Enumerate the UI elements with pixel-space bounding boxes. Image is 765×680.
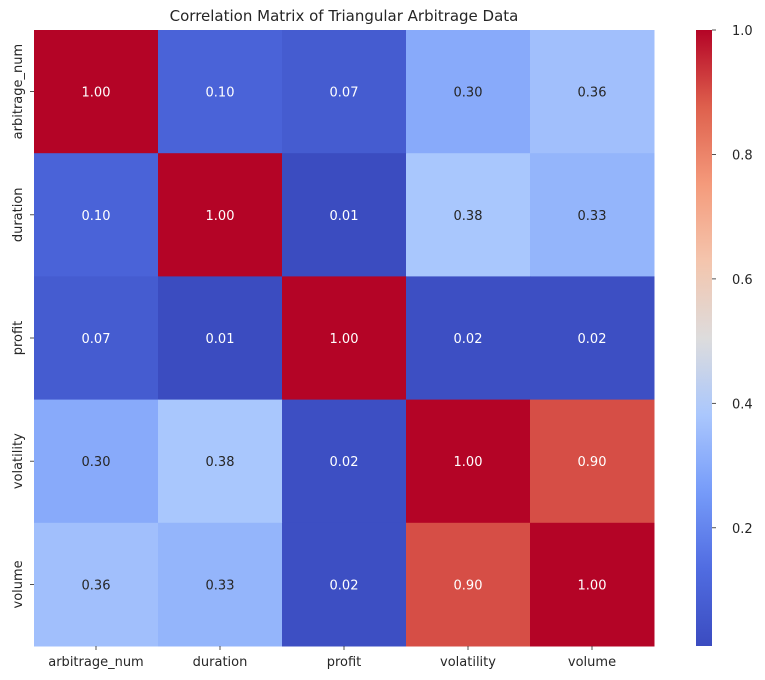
cell-value-label: 0.30 [82,455,111,470]
cell-value-label: 0.02 [330,455,359,470]
heatmap-cell [530,522,655,647]
cell-value-label: 0.38 [454,209,483,224]
heatmap-cell [406,522,531,647]
cell-value-label: 0.02 [330,578,359,593]
y-tick-label: volatility [11,433,26,489]
cell-value-label: 0.38 [206,455,235,470]
heatmap-cell [34,522,159,647]
heatmap-cell [34,399,159,524]
cell-value-label: 0.02 [578,332,607,347]
heatmap-cell [530,30,655,154]
cell-value-label: 1.00 [578,578,607,593]
heatmap-cell [530,153,655,277]
x-tick-label: duration [193,655,248,670]
heatmap-cell [282,153,407,277]
x-tick-label: profit [327,655,362,670]
cell-value-label: 0.01 [206,332,235,347]
heatmap-cell [158,153,283,277]
y-tick-label: arbitrage_num [11,44,26,139]
heatmap-cell [34,276,159,401]
cell-value-label: 0.10 [82,209,111,224]
y-tick-labels: arbitrage_num duration profit volatility vol… [11,44,34,608]
heatmap-cell [158,399,283,524]
cell-value-label: 1.00 [206,209,235,224]
cell-value-label: 0.30 [454,86,483,101]
colorbar-tick-label: 0.6 [732,273,753,288]
cell-value-label: 1.00 [330,332,359,347]
colorbar-tick-label: 0.8 [732,148,753,163]
x-tick-label: volume [568,655,616,670]
cell-value-label: 1.00 [454,455,483,470]
heatmap-cell [282,522,407,647]
cell-value-label: 0.02 [454,332,483,347]
heatmap-cell [282,399,407,524]
heatmap-cell [406,399,531,524]
heatmap-cell [158,30,283,154]
heatmap-cell [34,153,159,277]
y-tick-label: volume [11,560,26,608]
cell-value-label: 0.01 [330,209,359,224]
heatmap-cell [158,522,283,647]
cell-value-label: 0.33 [578,209,607,224]
x-tick-label: volatility [440,655,496,670]
chart-title: Correlation Matrix of Triangular Arbitra… [170,7,519,25]
heatmap-cell [282,276,407,401]
heatmap-cell [34,30,159,154]
y-tick-label: duration [11,187,26,242]
cell-value-label: 1.00 [82,86,111,101]
cell-value-label: 0.36 [82,578,111,593]
heatmap-cell [406,30,531,154]
cell-value-label: 0.10 [206,86,235,101]
cell-value-label: 0.07 [330,86,359,101]
cell-value-label: 0.33 [206,578,235,593]
heatmap-cell [282,30,407,154]
cell-value-label: 0.07 [82,332,111,347]
cell-value-label: 0.90 [578,455,607,470]
heatmap-cell [406,276,531,401]
heatmap-cell [530,399,655,524]
heatmap-cells: 1.00 0.10 0.07 0.30 0.36 0.10 1.00 0.01 0.38 0.33… [34,30,655,647]
x-tick-label: arbitrage_num [48,655,143,670]
colorbar-gradient [696,30,712,646]
x-tick-labels: arbitrage_num duration profit volatility vol… [48,646,616,670]
cell-value-label: 0.36 [578,86,607,101]
cell-value-label: 0.90 [454,578,483,593]
y-tick-label: profit [11,321,26,356]
colorbar-tick-label: 0.4 [732,397,753,412]
colorbar-tick-label: 0.2 [732,522,753,537]
heatmap-cell [158,276,283,401]
colorbar: 0.2 0.4 0.6 0.8 1.0 [696,24,753,646]
heatmap-cell [406,153,531,277]
heatmap-cell [530,276,655,401]
colorbar-tick-label: 1.0 [732,24,753,39]
